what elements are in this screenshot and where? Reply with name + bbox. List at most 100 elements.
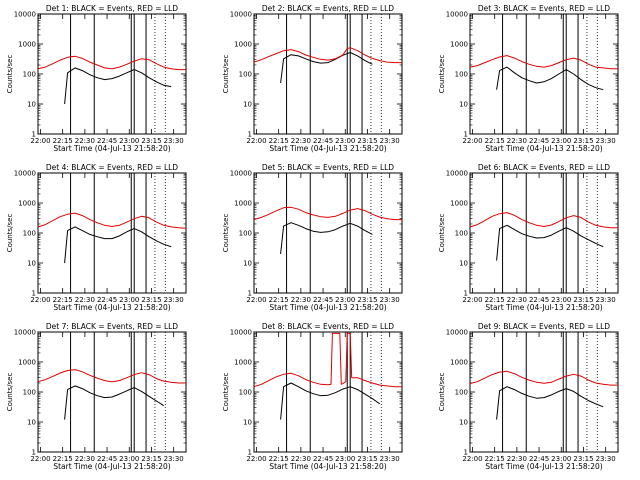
plot-frame bbox=[469, 13, 619, 135]
x-tick-label: 22:30 bbox=[291, 455, 311, 463]
x-axis-label: Start Time (04-Jul-13 21:58:20) bbox=[485, 462, 602, 471]
y-tick-label: 10000 bbox=[230, 329, 252, 337]
y-tick-label: 10 bbox=[459, 101, 468, 109]
y-tick-label: 1000 bbox=[234, 200, 252, 208]
series-line-events bbox=[64, 385, 165, 420]
x-tick-label: 23:30 bbox=[164, 296, 184, 304]
series-line-lld bbox=[253, 47, 402, 64]
x-tick-label: 23:00 bbox=[551, 296, 571, 304]
series-line-events bbox=[496, 66, 604, 91]
y-tick-label: 100 bbox=[455, 71, 468, 79]
x-tick-label: 22:00 bbox=[246, 296, 266, 304]
y-tick-label: 10000 bbox=[446, 170, 468, 178]
y-tick-label: 100 bbox=[455, 230, 468, 238]
y-tick-label: 10 bbox=[459, 419, 468, 427]
x-tick-label: 23:15 bbox=[573, 296, 593, 304]
plot-frame bbox=[253, 13, 403, 135]
plot-frame bbox=[469, 331, 619, 453]
series-line-lld bbox=[37, 369, 186, 384]
y-tick-label: 10 bbox=[27, 260, 36, 268]
x-tick-label: 22:00 bbox=[246, 455, 266, 463]
x-tick-label: 22:30 bbox=[75, 296, 95, 304]
x-tick-label: 22:00 bbox=[30, 455, 50, 463]
y-tick-label: 100 bbox=[239, 71, 252, 79]
x-tick-label: 22:00 bbox=[462, 455, 482, 463]
y-axis-label: Counts/sec bbox=[6, 55, 14, 94]
y-tick-label: 10 bbox=[243, 260, 252, 268]
y-tick-label: 1000 bbox=[450, 200, 468, 208]
y-tick-label: 10000 bbox=[230, 11, 252, 19]
chart-panel-2: Det 2: BLACK = Events, RED = LLD 1 10 100 10… bbox=[222, 4, 403, 153]
panel-title: Det 5: BLACK = Events, RED = LLD bbox=[262, 163, 394, 172]
y-tick-label: 1 bbox=[248, 449, 252, 457]
chart-panel-5: Det 5: BLACK = Events, RED = LLD 1 10 100 10… bbox=[222, 163, 403, 312]
series-line-events bbox=[64, 226, 172, 264]
x-tick-label: 22:45 bbox=[313, 296, 333, 304]
x-tick-label: 22:45 bbox=[529, 296, 549, 304]
y-tick-label: 100 bbox=[23, 389, 36, 397]
series-line-events bbox=[64, 67, 172, 105]
y-axis-label: Counts/sec bbox=[438, 214, 446, 253]
x-tick-label: 22:30 bbox=[291, 296, 311, 304]
x-axis-label: Start Time (04-Jul-13 21:58:20) bbox=[485, 144, 602, 153]
y-tick-label: 10 bbox=[243, 419, 252, 427]
chart-panel-3: Det 3: BLACK = Events, RED = LLD 1 10 100 10… bbox=[438, 4, 619, 153]
y-axis-label: Counts/sec bbox=[438, 55, 446, 94]
x-axis-label: Start Time (04-Jul-13 21:58:20) bbox=[269, 303, 386, 312]
x-tick-label: 23:15 bbox=[141, 137, 161, 145]
x-tick-label: 23:15 bbox=[141, 296, 161, 304]
panel-title: Det 8: BLACK = Events, RED = LLD bbox=[262, 322, 394, 331]
y-tick-label: 1 bbox=[248, 131, 252, 139]
x-tick-label: 23:30 bbox=[596, 455, 616, 463]
chart-panel-6: Det 6: BLACK = Events, RED = LLD 1 10 100 10… bbox=[438, 163, 619, 312]
y-tick-label: 1 bbox=[464, 449, 468, 457]
x-tick-label: 22:45 bbox=[97, 137, 117, 145]
x-tick-label: 22:15 bbox=[269, 296, 289, 304]
x-tick-label: 22:15 bbox=[485, 455, 505, 463]
x-tick-label: 23:30 bbox=[380, 137, 400, 145]
chart-panel-8: Det 8: BLACK = Events, RED = LLD 1 10 100 10… bbox=[222, 322, 403, 471]
x-tick-label: 22:15 bbox=[53, 137, 73, 145]
y-tick-label: 1 bbox=[464, 290, 468, 298]
y-tick-label: 10 bbox=[459, 260, 468, 268]
x-tick-label: 22:30 bbox=[507, 455, 527, 463]
y-tick-label: 10000 bbox=[230, 170, 252, 178]
x-tick-label: 23:00 bbox=[551, 137, 571, 145]
panel-title: Det 1: BLACK = Events, RED = LLD bbox=[46, 4, 178, 13]
x-tick-label: 22:00 bbox=[246, 137, 266, 145]
x-tick-label: 23:30 bbox=[596, 296, 616, 304]
y-tick-label: 10000 bbox=[14, 170, 36, 178]
y-tick-label: 1000 bbox=[450, 41, 468, 49]
y-tick-label: 10000 bbox=[446, 329, 468, 337]
x-tick-label: 22:30 bbox=[75, 137, 95, 145]
series-line-events bbox=[280, 222, 373, 255]
x-tick-label: 23:15 bbox=[357, 296, 377, 304]
y-tick-label: 1 bbox=[32, 290, 36, 298]
x-tick-label: 23:15 bbox=[141, 455, 161, 463]
x-tick-label: 22:15 bbox=[53, 455, 73, 463]
y-axis-label: Counts/sec bbox=[6, 214, 14, 253]
x-tick-label: 23:00 bbox=[335, 137, 355, 145]
x-axis-label: Start Time (04-Jul-13 21:58:20) bbox=[53, 303, 170, 312]
x-tick-label: 22:00 bbox=[462, 296, 482, 304]
y-tick-label: 10 bbox=[243, 101, 252, 109]
x-tick-label: 23:15 bbox=[357, 455, 377, 463]
x-tick-label: 22:00 bbox=[30, 296, 50, 304]
y-tick-label: 10000 bbox=[446, 11, 468, 19]
x-tick-label: 22:30 bbox=[507, 296, 527, 304]
y-tick-label: 10000 bbox=[14, 11, 36, 19]
x-tick-label: 22:15 bbox=[53, 296, 73, 304]
x-tick-label: 22:45 bbox=[313, 455, 333, 463]
series-line-lld bbox=[469, 370, 618, 386]
x-tick-label: 22:00 bbox=[462, 137, 482, 145]
panel-title: Det 7: BLACK = Events, RED = LLD bbox=[46, 322, 178, 331]
panel-title: Det 9: BLACK = Events, RED = LLD bbox=[478, 322, 610, 331]
series-line-lld bbox=[37, 55, 186, 71]
x-tick-label: 22:00 bbox=[30, 137, 50, 145]
y-tick-label: 1 bbox=[32, 131, 36, 139]
y-tick-label: 1 bbox=[464, 131, 468, 139]
plot-frame bbox=[469, 172, 619, 294]
x-tick-label: 22:30 bbox=[291, 137, 311, 145]
x-tick-label: 22:45 bbox=[529, 137, 549, 145]
y-axis-label: Counts/sec bbox=[222, 55, 230, 94]
